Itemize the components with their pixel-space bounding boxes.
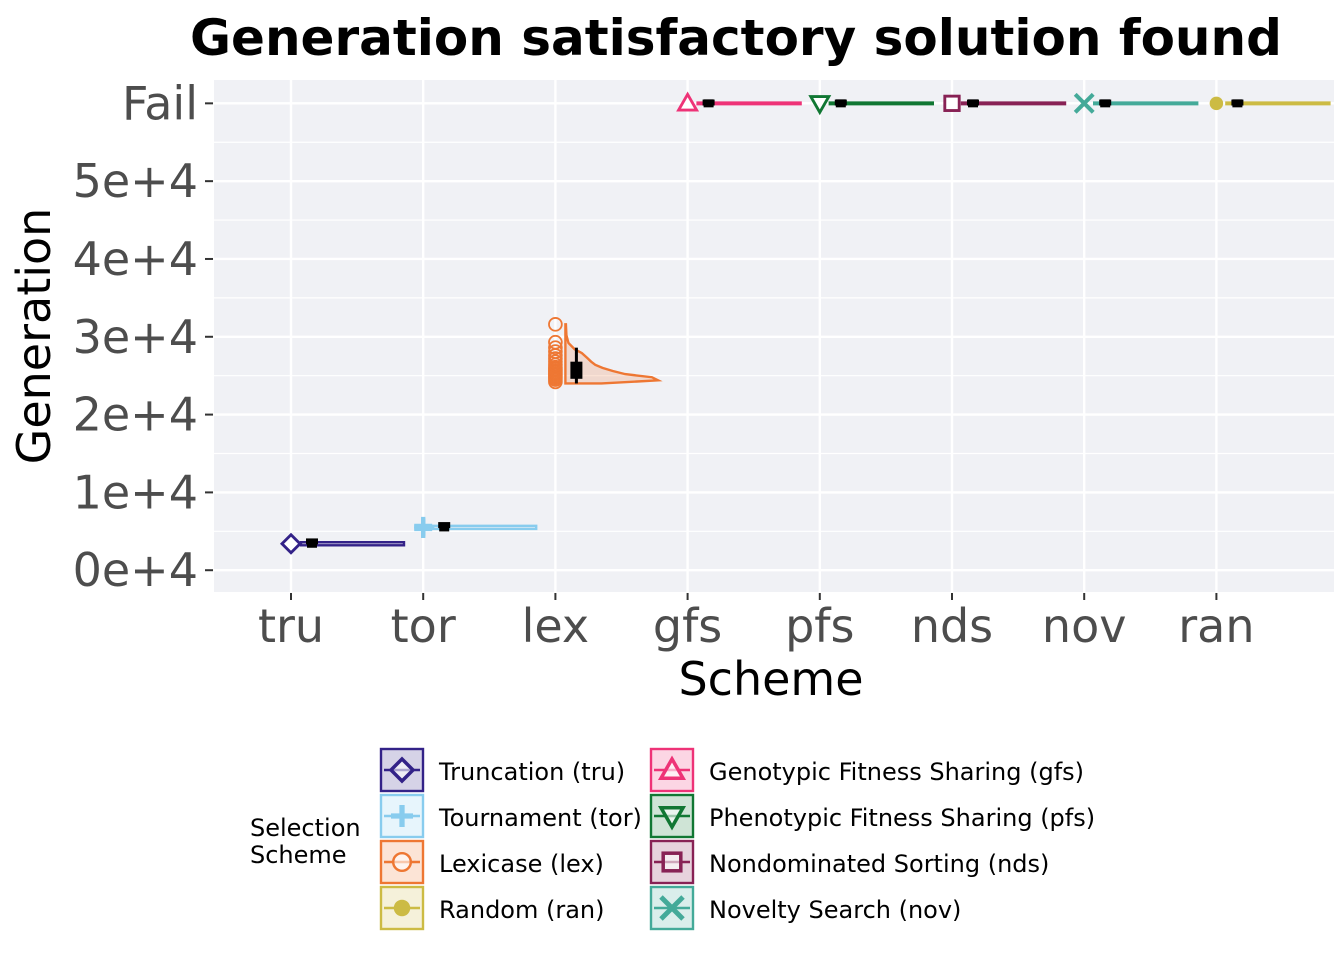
legend-key-glyph bbox=[661, 851, 683, 873]
x-tick-label: gfs bbox=[653, 599, 722, 653]
data-point-lex bbox=[548, 317, 563, 332]
legend-item-nds: Nondominated Sorting (nds) bbox=[649, 839, 1049, 885]
box-median-lex bbox=[571, 367, 582, 376]
violin-nov bbox=[1093, 101, 1199, 106]
data-point-nds bbox=[943, 94, 961, 112]
legend-key-glyph bbox=[388, 756, 416, 784]
x-tick-label: nds bbox=[911, 599, 993, 653]
series-nds bbox=[943, 94, 1067, 112]
legend-key-glyph bbox=[657, 755, 687, 781]
box-median-nov bbox=[1100, 99, 1111, 108]
y-tick-label: 1e+4 bbox=[73, 465, 198, 519]
violin-pfs bbox=[828, 101, 934, 106]
legend-key-glyph bbox=[393, 899, 411, 917]
y-tick-label: 2e+4 bbox=[73, 388, 198, 442]
violin-nds bbox=[960, 101, 1067, 106]
legend-label-ran: Random (ran) bbox=[439, 896, 605, 924]
box-median-tor bbox=[439, 523, 450, 532]
y-axis-title: Generation bbox=[7, 208, 61, 465]
legend-key-glyph bbox=[657, 805, 687, 831]
legend-item-pfs: Phenotypic Fitness Sharing (pfs) bbox=[649, 793, 1095, 839]
legend-item-ran: Random (ran) bbox=[379, 885, 605, 931]
legend-label-pfs: Phenotypic Fitness Sharing (pfs) bbox=[709, 804, 1095, 832]
violin-tru bbox=[299, 541, 406, 547]
x-axis-title: Scheme bbox=[678, 652, 863, 706]
box-median-tru bbox=[307, 539, 317, 548]
y-tick-label: 5e+4 bbox=[73, 154, 198, 208]
legend-title-line-2: Scheme bbox=[250, 841, 347, 869]
legend-item-nov: Novelty Search (nov) bbox=[649, 885, 961, 931]
legend-label-nds: Nondominated Sorting (nds) bbox=[709, 850, 1049, 878]
chart-title: Generation satisfactory solution found bbox=[190, 9, 1282, 67]
legend-title-line-1: Selection bbox=[250, 814, 361, 842]
violin-ran bbox=[1225, 101, 1331, 106]
x-tick-label: tru bbox=[258, 599, 324, 653]
y-tick-label: Fail bbox=[122, 76, 198, 130]
y-axis: 0e+4 1e+4 2e+4 3e+4 4e+4 5e+4 Fail bbox=[73, 76, 213, 597]
y-tick-label: 0e+4 bbox=[73, 543, 198, 597]
data-point-ran bbox=[1209, 96, 1224, 111]
chart-marks bbox=[279, 91, 1331, 555]
series-tru bbox=[279, 532, 406, 555]
legend-item-lex: Lexicase (lex) bbox=[379, 839, 604, 885]
data-point-gfs bbox=[676, 91, 700, 112]
legend-key-glyph bbox=[659, 895, 685, 921]
box-median-ran bbox=[1232, 99, 1243, 108]
legend: Selection Scheme Truncation (tru) Tournam… bbox=[250, 747, 1095, 931]
legend-label-lex: Lexicase (lex) bbox=[439, 850, 604, 878]
legend-key-glyph bbox=[391, 851, 413, 873]
data-point-lex bbox=[548, 340, 563, 355]
y-tick-label: 4e+4 bbox=[73, 232, 198, 286]
legend-label-tru: Truncation (tru) bbox=[438, 758, 625, 786]
data-point-tru bbox=[279, 532, 303, 555]
series-gfs bbox=[676, 91, 802, 112]
box-median-nds bbox=[968, 99, 978, 108]
data-point-lex bbox=[548, 334, 563, 350]
box-median-pfs bbox=[835, 99, 846, 108]
legend-item-tor: Tournament (tor) bbox=[379, 793, 642, 839]
legend-label-nov: Novelty Search (nov) bbox=[709, 896, 961, 924]
legend-key-glyph bbox=[391, 805, 413, 827]
series-nov bbox=[1073, 92, 1199, 114]
legend-item-tru: Truncation (tru) bbox=[379, 747, 625, 793]
x-tick-label: ran bbox=[1178, 599, 1254, 653]
data-point-tor bbox=[414, 516, 433, 535]
x-axis: tru tor lex gfs pfs nds nov ran bbox=[258, 593, 1255, 653]
legend-label-gfs: Genotypic Fitness Sharing (gfs) bbox=[709, 758, 1084, 786]
legend-item-gfs: Genotypic Fitness Sharing (gfs) bbox=[649, 747, 1084, 793]
x-tick-label: lex bbox=[522, 599, 590, 653]
gridlines bbox=[214, 80, 1334, 592]
x-tick-label: pfs bbox=[785, 599, 854, 653]
x-tick-label: nov bbox=[1042, 599, 1127, 653]
legend-label-tor: Tournament (tor) bbox=[438, 804, 642, 832]
violin-tor bbox=[432, 524, 538, 531]
data-point-lex bbox=[548, 344, 563, 359]
box-median-gfs bbox=[703, 99, 714, 108]
data-point-pfs bbox=[808, 95, 832, 116]
y-tick-label: 3e+4 bbox=[73, 310, 198, 364]
series-tor bbox=[414, 516, 538, 538]
data-point-nov bbox=[1073, 92, 1095, 114]
violin-gfs bbox=[696, 101, 802, 106]
series-pfs bbox=[808, 95, 934, 116]
x-tick-label: tor bbox=[391, 599, 456, 653]
violin-lex bbox=[564, 323, 663, 385]
series-ran bbox=[1209, 96, 1331, 111]
series-lex bbox=[548, 317, 663, 390]
